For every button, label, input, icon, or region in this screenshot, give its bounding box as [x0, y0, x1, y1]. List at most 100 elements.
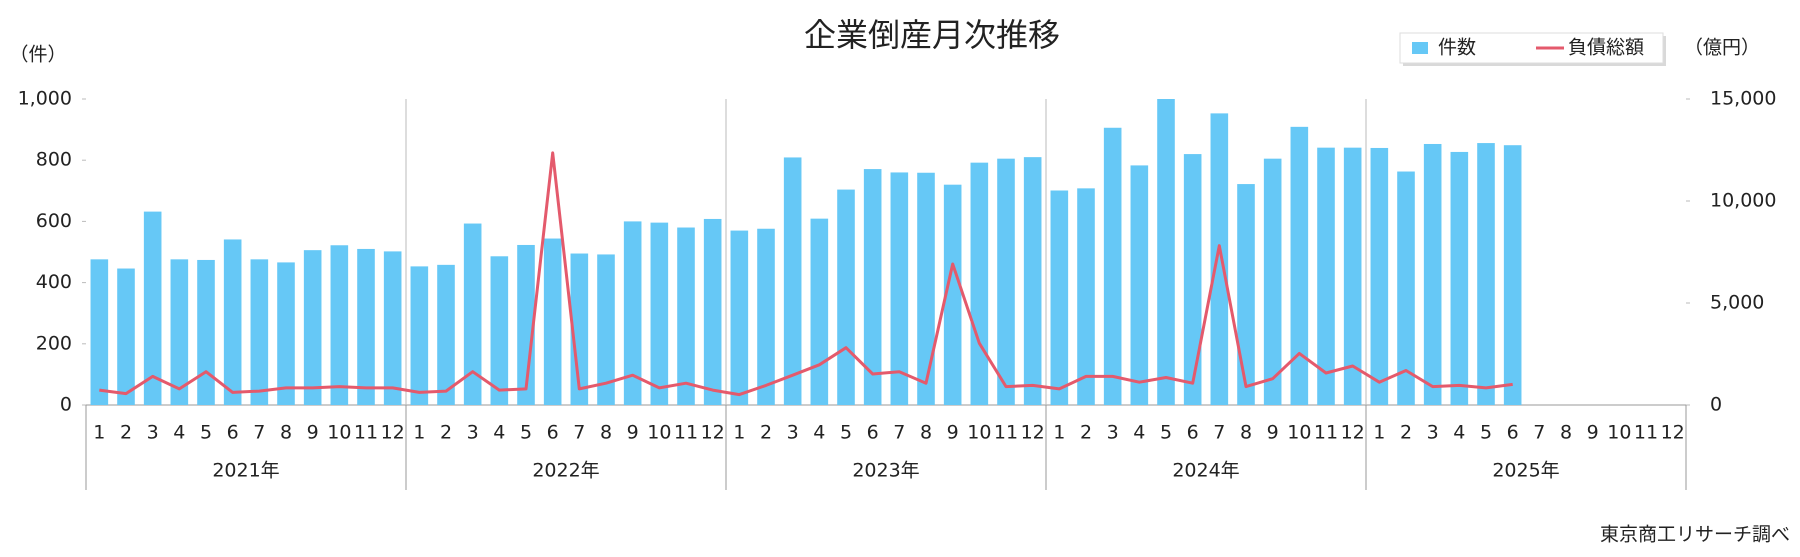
bar [1157, 99, 1175, 405]
x-tick-label: 2 [440, 422, 452, 444]
x-tick-label: 12 [1661, 422, 1685, 444]
x-tick-label: 5 [520, 422, 532, 444]
bar [1210, 113, 1229, 405]
x-tick-label: 3 [787, 422, 799, 444]
bar [730, 230, 749, 405]
x-tick-label: 9 [627, 422, 639, 444]
x-tick-label: 3 [467, 422, 479, 444]
x-tick-label: 10 [1607, 422, 1631, 444]
x-tick-label: 3 [1107, 422, 1119, 444]
bar [517, 244, 535, 405]
group-label: 2024年 [1172, 460, 1239, 482]
legend-label: 件数 [1438, 37, 1476, 59]
x-tick-label: 1 [733, 422, 745, 444]
bar [970, 162, 989, 405]
bar [1050, 190, 1069, 405]
x-tick-label: 9 [947, 422, 959, 444]
bar [1397, 171, 1415, 405]
x-tick-label: 7 [893, 422, 905, 444]
y-tick-label: 600 [36, 210, 72, 232]
x-tick-label: 9 [1267, 422, 1279, 444]
x-tick-label: 2 [120, 422, 132, 444]
x-tick-label: 11 [1634, 422, 1658, 444]
bar [250, 259, 269, 405]
bar [1237, 184, 1255, 405]
bar [1450, 151, 1469, 405]
x-tick-label: 11 [674, 422, 698, 444]
bar [757, 228, 775, 405]
x-tick-label: 11 [994, 422, 1018, 444]
x-tick-label: 5 [200, 422, 212, 444]
legend: 件数 負債総額 [1399, 32, 1666, 66]
bar [1477, 143, 1495, 405]
x-tick-label: 2 [1400, 422, 1412, 444]
bar [703, 218, 722, 405]
x-tick-label: 6 [227, 422, 239, 444]
x-tick-label: 5 [1160, 422, 1172, 444]
bar [1183, 154, 1202, 405]
x-tick-label: 11 [1314, 422, 1338, 444]
x-tick-label: 8 [280, 422, 292, 444]
y2-axis-unit: （億円） [1684, 37, 1760, 59]
x-tick-label: 4 [493, 422, 505, 444]
x-tick-label: 10 [1287, 422, 1311, 444]
x-tick-label: 8 [1240, 422, 1252, 444]
group-label: 2022年 [532, 460, 599, 482]
x-tick-label: 8 [600, 422, 612, 444]
bar [330, 245, 349, 405]
bar [1423, 143, 1442, 405]
bar [677, 227, 695, 405]
x-tick-label: 4 [813, 422, 825, 444]
bar [410, 266, 429, 405]
bar [170, 259, 189, 405]
y-tick-label: 1,000 [18, 88, 72, 110]
x-tick-label: 7 [253, 422, 265, 444]
bar [90, 259, 109, 405]
legend-swatch [1412, 42, 1428, 54]
x-tick-label: 4 [1453, 422, 1465, 444]
x-tick-label: 4 [173, 422, 185, 444]
bar [1290, 126, 1309, 405]
bar [463, 223, 482, 405]
x-tick-label: 10 [647, 422, 671, 444]
bar [570, 253, 589, 405]
bar [837, 189, 855, 405]
bar [1103, 127, 1122, 405]
x-tick-label: 3 [1427, 422, 1439, 444]
bar [650, 222, 669, 405]
x-tick-label: 6 [867, 422, 879, 444]
y2-tick-label: 0 [1710, 394, 1722, 416]
bar [1263, 158, 1282, 405]
legend-label: 負債総額 [1568, 37, 1644, 59]
x-tick-label: 2 [760, 422, 772, 444]
bar [117, 268, 135, 405]
group-label: 2025年 [1492, 460, 1559, 482]
x-tick-label: 12 [1021, 422, 1045, 444]
bar [437, 264, 455, 405]
y-axis-unit: （件） [9, 44, 66, 66]
x-tick-label: 7 [1213, 422, 1225, 444]
group-label: 2023年 [852, 460, 919, 482]
y2-tick-label: 15,000 [1710, 88, 1776, 110]
bar [1343, 147, 1362, 406]
bar [303, 250, 322, 405]
bar [1077, 188, 1095, 405]
x-tick-label: 5 [840, 422, 852, 444]
x-tick-label: 6 [547, 422, 559, 444]
x-tick-label: 10 [967, 422, 991, 444]
bar [917, 172, 935, 405]
bar [623, 221, 642, 405]
x-tick-label: 12 [381, 422, 405, 444]
bar [277, 262, 295, 405]
bar [890, 172, 909, 405]
bar [197, 259, 215, 405]
bar [783, 157, 802, 405]
bar [810, 218, 829, 405]
y-tick-label: 0 [60, 394, 72, 416]
x-tick-label: 12 [701, 422, 725, 444]
x-tick-label: 9 [1587, 422, 1599, 444]
x-tick-label: 12 [1341, 422, 1365, 444]
legend-box [1399, 32, 1664, 64]
y-tick-label: 400 [36, 271, 72, 293]
